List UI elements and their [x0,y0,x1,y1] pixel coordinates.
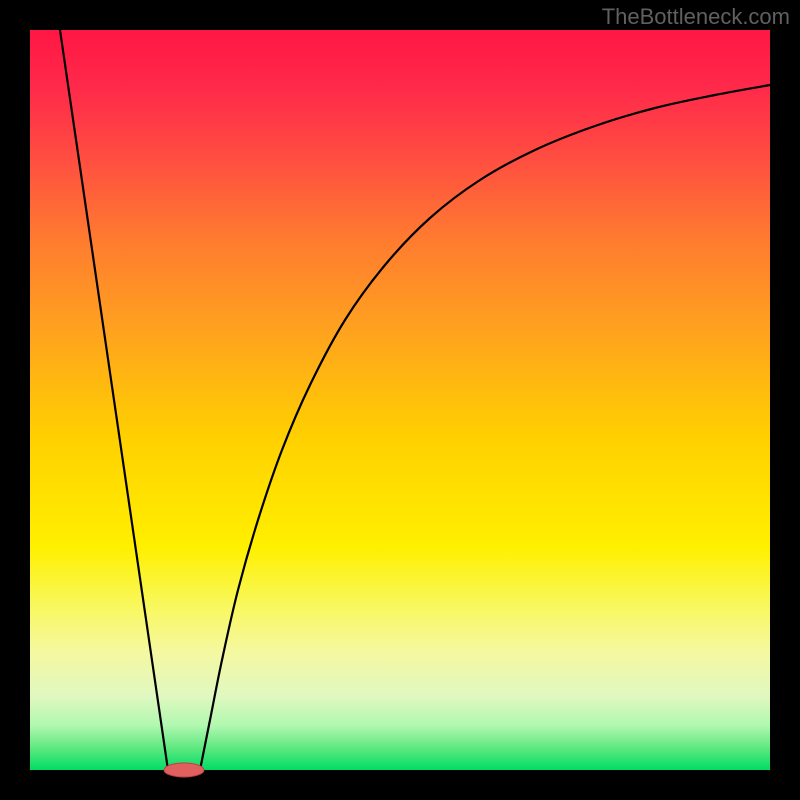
plot-background [30,30,770,770]
bottleneck-chart [0,0,800,800]
minimum-marker [164,763,204,777]
chart-container: { "watermark": "TheBottleneck.com", "cha… [0,0,800,800]
watermark-text: TheBottleneck.com [602,4,790,30]
